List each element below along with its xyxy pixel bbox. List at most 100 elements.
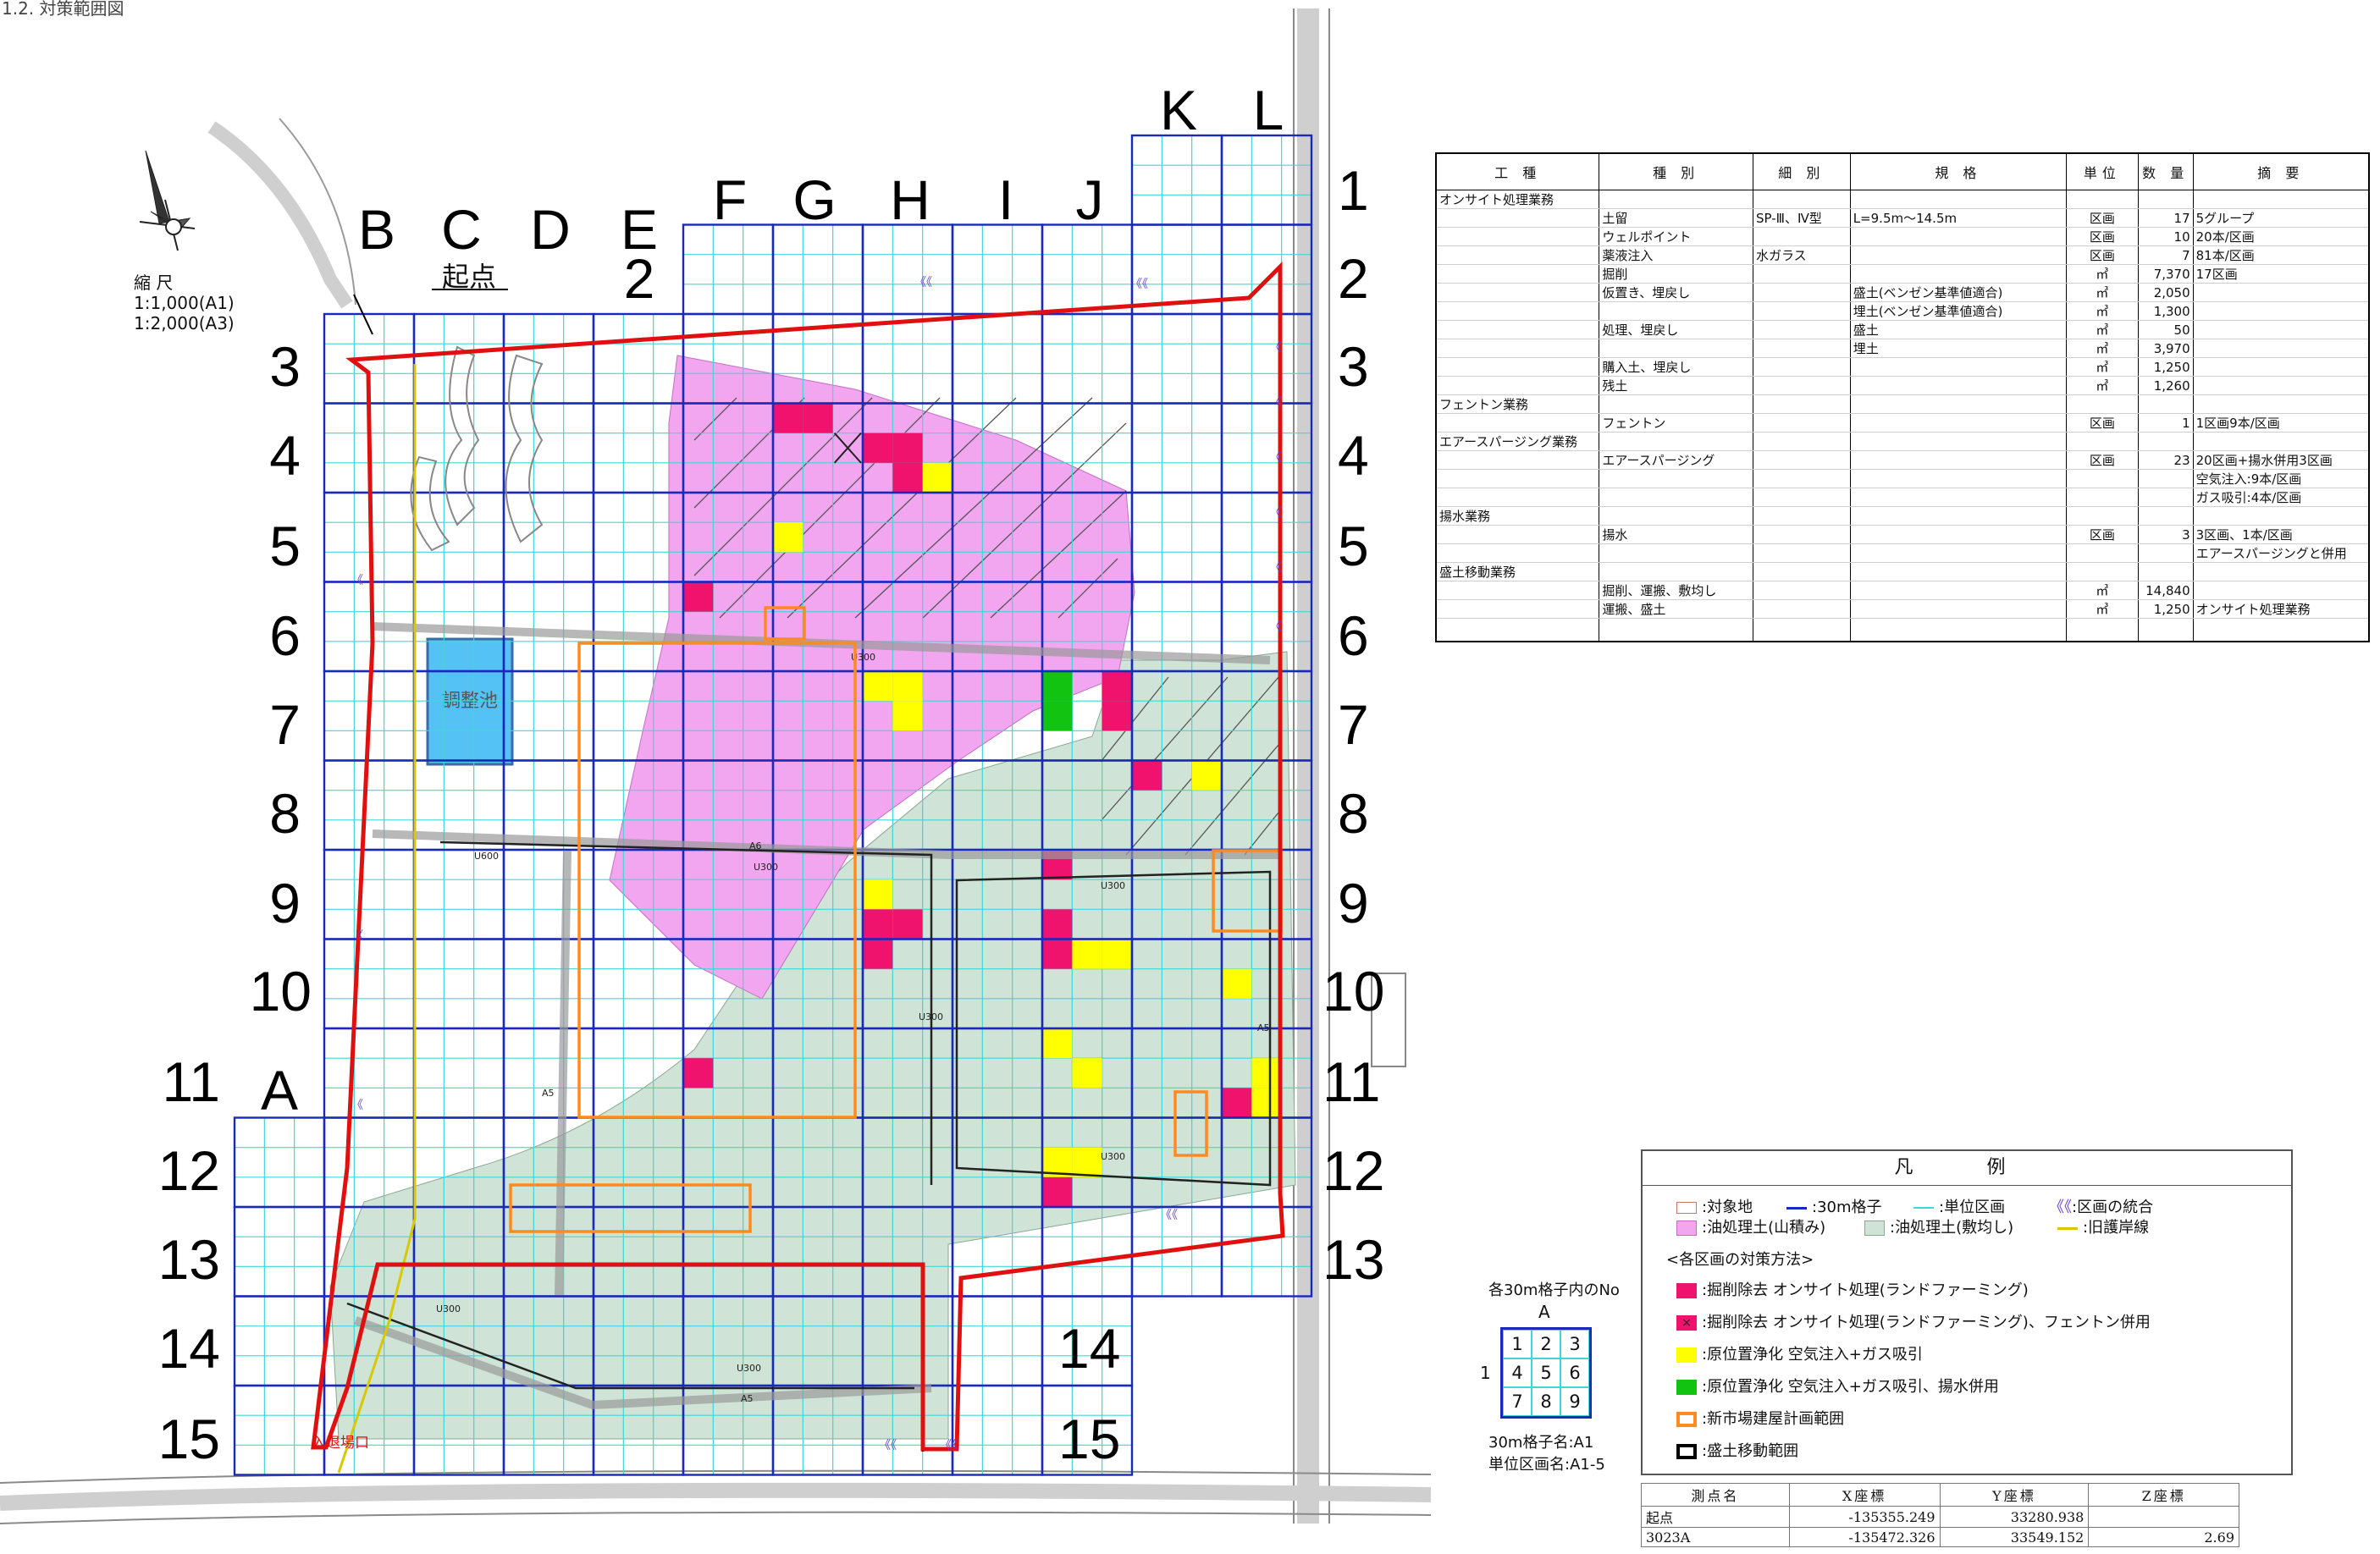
coord-header: Y座標	[1939, 1483, 2090, 1507]
table-cell: ウェルポイント	[1599, 227, 1753, 246]
merge-chevron-icon: 《《	[2049, 1199, 2072, 1216]
table-cell	[1752, 450, 1851, 470]
svg-text:《《: 《《	[914, 276, 932, 289]
table-cell: 掘削	[1599, 264, 1753, 284]
svg-text:《《: 《《	[1130, 278, 1148, 291]
table-cell: 空気注入:9本/区画	[2192, 469, 2370, 488]
row-label-right-5: 5	[1338, 515, 1369, 577]
grid-line-swatch	[1786, 1206, 1807, 1210]
svg-text:U300: U300	[737, 1363, 761, 1374]
table-cell: 盛土移動業務	[1435, 562, 1600, 581]
row-label-left-12: 12	[157, 1139, 220, 1202]
table-cell	[1435, 450, 1600, 470]
table-cell: 3,970	[2137, 339, 2194, 358]
table-cell	[1849, 618, 2068, 642]
svg-text:U300: U300	[754, 862, 778, 873]
legend-item-grid: :30m格子	[1786, 1195, 1882, 1217]
col-label-j: J	[1075, 168, 1104, 231]
table-cell: 23	[2137, 450, 2194, 470]
shoreline-swatch	[2057, 1226, 2078, 1230]
coord-cell: 2.69	[2088, 1527, 2239, 1547]
col-label-i: I	[997, 168, 1014, 231]
row-label-right-7: 7	[1338, 693, 1369, 756]
table-cell: 3	[2137, 525, 2194, 544]
table-cell	[1752, 264, 1851, 284]
legend-item-spread: :油処理土(敷均し)	[1864, 1215, 2013, 1237]
table-cell	[1435, 264, 1600, 284]
svg-text:U300: U300	[1101, 1151, 1125, 1162]
table-cell	[1752, 618, 1851, 642]
excavation-cell	[1102, 671, 1132, 702]
table-cell	[1849, 190, 2068, 209]
table-row: 残土 ㎥ 1,260	[1435, 376, 2370, 395]
insitu-cell	[892, 671, 923, 702]
table-cell	[1435, 543, 1600, 563]
table-cell: エアースパージング	[1599, 450, 1753, 470]
table-row: ガス吸引:4本/区画	[1435, 488, 2370, 507]
excavation-cell	[892, 462, 923, 493]
table-cell	[1752, 581, 1851, 600]
svg-text:《: 《	[1270, 396, 1282, 410]
svg-text:A5: A5	[542, 1088, 555, 1099]
table-cell: 処理、埋戻し	[1599, 320, 1753, 339]
header-work-type: 工 種	[1435, 152, 1600, 190]
table-cell: エアースパージング業務	[1435, 432, 1600, 451]
table-cell: ㎥	[2066, 376, 2139, 395]
table-cell	[1752, 543, 1851, 563]
table-cell: 1,300	[2137, 301, 2194, 321]
header-quantity: 数 量	[2137, 152, 2194, 190]
table-cell: ㎥	[2066, 320, 2139, 339]
table-cell	[2137, 562, 2194, 581]
insitu-cell	[1072, 939, 1102, 969]
perimeter-road-west	[279, 118, 356, 306]
legend-item-shoreline: :旧護岸線	[2057, 1215, 2149, 1237]
excavation-swatch	[1676, 1283, 1697, 1298]
insitu-cell	[1191, 760, 1222, 791]
table-cell: ガス吸引:4本/区画	[2192, 488, 2370, 507]
table-cell	[1752, 599, 1851, 619]
table-cell	[1435, 339, 1600, 358]
table-cell: オンサイト処理業務	[2192, 599, 2370, 619]
table-cell: L=9.5m～14.5m	[1849, 208, 2068, 228]
table-cell	[1752, 301, 1851, 321]
table-cell	[2192, 562, 2370, 581]
svg-text:《《: 《《	[1160, 1209, 1178, 1222]
key-cell: 6	[1560, 1358, 1589, 1387]
legend-item-target: :対象地	[1676, 1195, 1753, 1217]
row-label-left-7: 7	[269, 693, 301, 756]
table-cell	[1599, 543, 1753, 563]
scale-a3: 1:2,000(A3)	[134, 313, 235, 333]
table-cell	[2192, 506, 2370, 526]
insitu-cell	[1251, 1058, 1282, 1088]
svg-text:《: 《	[351, 929, 363, 943]
unit-line-swatch	[1913, 1207, 1934, 1209]
table-cell	[1435, 599, 1600, 619]
coord-cell: -135472.326	[1788, 1527, 1941, 1547]
table-cell	[1435, 357, 1600, 377]
insitu-cell	[1072, 1147, 1102, 1177]
row-label-left-8: 8	[269, 782, 301, 845]
table-cell	[2137, 618, 2194, 642]
table-cell: フェントン業務	[1435, 394, 1600, 414]
table-header-row: 工 種 種 別 細 別 規 格 単位 数 量 摘 要	[1435, 152, 2370, 190]
table-row: 揚水業務	[1435, 506, 2370, 526]
regulating-pond	[426, 637, 514, 766]
excavation-cell	[803, 403, 833, 433]
table-cell	[1599, 506, 1753, 526]
header-spec: 規 格	[1849, 152, 2068, 190]
table-cell	[1849, 543, 2068, 563]
row-label-left-14: 14	[157, 1317, 220, 1380]
row-label-left-6: 6	[269, 604, 301, 667]
table-cell: 埋土	[1849, 339, 2068, 358]
table-cell: 2,050	[2137, 283, 2194, 302]
table-cell	[2066, 432, 2139, 451]
table-cell	[1849, 432, 2068, 451]
row-label-right-1: 1	[1338, 159, 1369, 222]
table-cell	[1599, 488, 1753, 507]
table-cell: ㎥	[2066, 264, 2139, 284]
table-cell	[1752, 283, 1851, 302]
insitu-cell	[1251, 1088, 1282, 1118]
scale-label: 縮 尺	[134, 273, 174, 293]
table-cell: オンサイト処理業務	[1435, 190, 1600, 209]
